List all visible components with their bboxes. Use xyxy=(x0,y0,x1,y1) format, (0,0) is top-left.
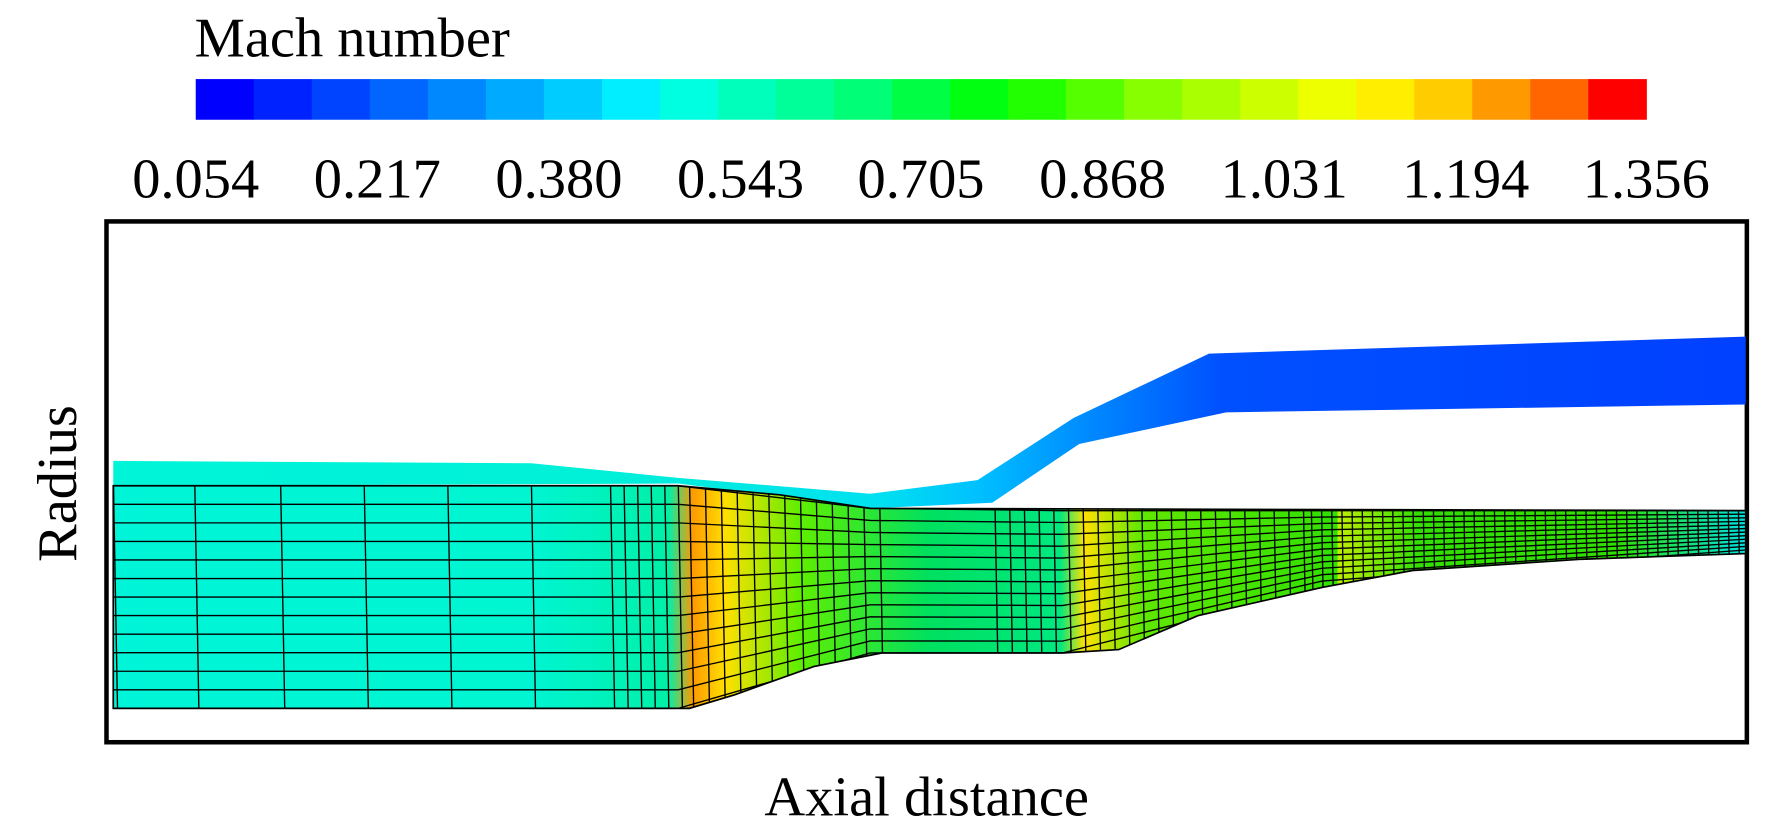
mesh-line xyxy=(279,485,286,709)
mesh-line xyxy=(609,485,616,709)
mesh-line xyxy=(363,485,370,709)
mesh-line xyxy=(113,485,119,709)
mesh-line xyxy=(736,485,743,709)
colorbar-segment xyxy=(1182,79,1241,120)
colorbar-segment xyxy=(543,79,603,120)
colorbar-segment xyxy=(1240,79,1299,120)
outer-passage xyxy=(113,336,1746,509)
colorbar-segment xyxy=(1298,79,1357,120)
colorbar-segment xyxy=(1530,79,1589,120)
colorbar-segment xyxy=(1356,79,1415,120)
colorbar-segment xyxy=(427,79,487,120)
mesh-line xyxy=(113,545,1746,672)
colorbar-segment xyxy=(369,79,429,120)
colorbar-segment xyxy=(892,79,951,120)
colorbar-segment xyxy=(601,79,661,120)
colorbar-tick-label: 0.380 xyxy=(495,149,622,211)
mesh-line xyxy=(113,538,1746,635)
mesh-line xyxy=(636,485,643,709)
colorbar-segment xyxy=(659,79,719,120)
colorbar-tick-label: 0.217 xyxy=(314,149,441,211)
colorbar-segment xyxy=(1414,79,1473,120)
colorbar-segment xyxy=(1008,79,1067,120)
colorbar-tick-label: 1.031 xyxy=(1221,149,1348,211)
colorbar-segment xyxy=(311,79,371,120)
mesh-line xyxy=(677,485,684,709)
colorbar-tick-label: 0.868 xyxy=(1039,149,1166,211)
colorbar-tick-label: 1.356 xyxy=(1583,149,1710,211)
colorbar-segment xyxy=(1588,79,1647,120)
colorbar-segment xyxy=(717,79,777,120)
mesh-line xyxy=(530,485,537,709)
plot-frame xyxy=(104,219,1750,745)
colorbar-segment xyxy=(1066,79,1125,120)
mesh-line xyxy=(113,542,1746,654)
colorbar-segment xyxy=(195,79,255,120)
colorbar-title: Mach number xyxy=(195,7,510,69)
colorbar-segment xyxy=(1124,79,1183,120)
colorbar-segment xyxy=(1472,79,1531,120)
mesh-line xyxy=(752,485,758,709)
colorbar-tick-label: 1.194 xyxy=(1402,149,1529,211)
colorbar-tick-label: 0.705 xyxy=(857,149,984,211)
colorbar-segment xyxy=(833,79,893,120)
mesh-line xyxy=(193,485,200,709)
mesh-line xyxy=(688,485,695,709)
colorbar-segment xyxy=(775,79,835,120)
colorbar-segment xyxy=(485,79,545,120)
mesh-line xyxy=(650,485,657,709)
colorbar: 0.054 0.217 0.380 0.543 0.705 0.868 1.031 1.194… xyxy=(132,79,1710,211)
mesh-line xyxy=(113,535,1746,617)
x-axis-label: Axial distance xyxy=(764,767,1089,829)
mesh-line xyxy=(720,485,727,709)
mesh-line xyxy=(704,485,711,709)
mesh-line xyxy=(446,485,453,709)
colorbar-tick-label: 0.054 xyxy=(132,149,259,211)
colorbar-segment xyxy=(253,79,313,120)
mesh-line xyxy=(113,531,1746,598)
colorbar-segment xyxy=(950,79,1009,120)
colorbar-tick-label: 0.543 xyxy=(677,149,804,211)
mesh-line xyxy=(623,485,630,709)
y-axis-label: Radius xyxy=(27,405,89,562)
mesh-line xyxy=(663,485,670,709)
